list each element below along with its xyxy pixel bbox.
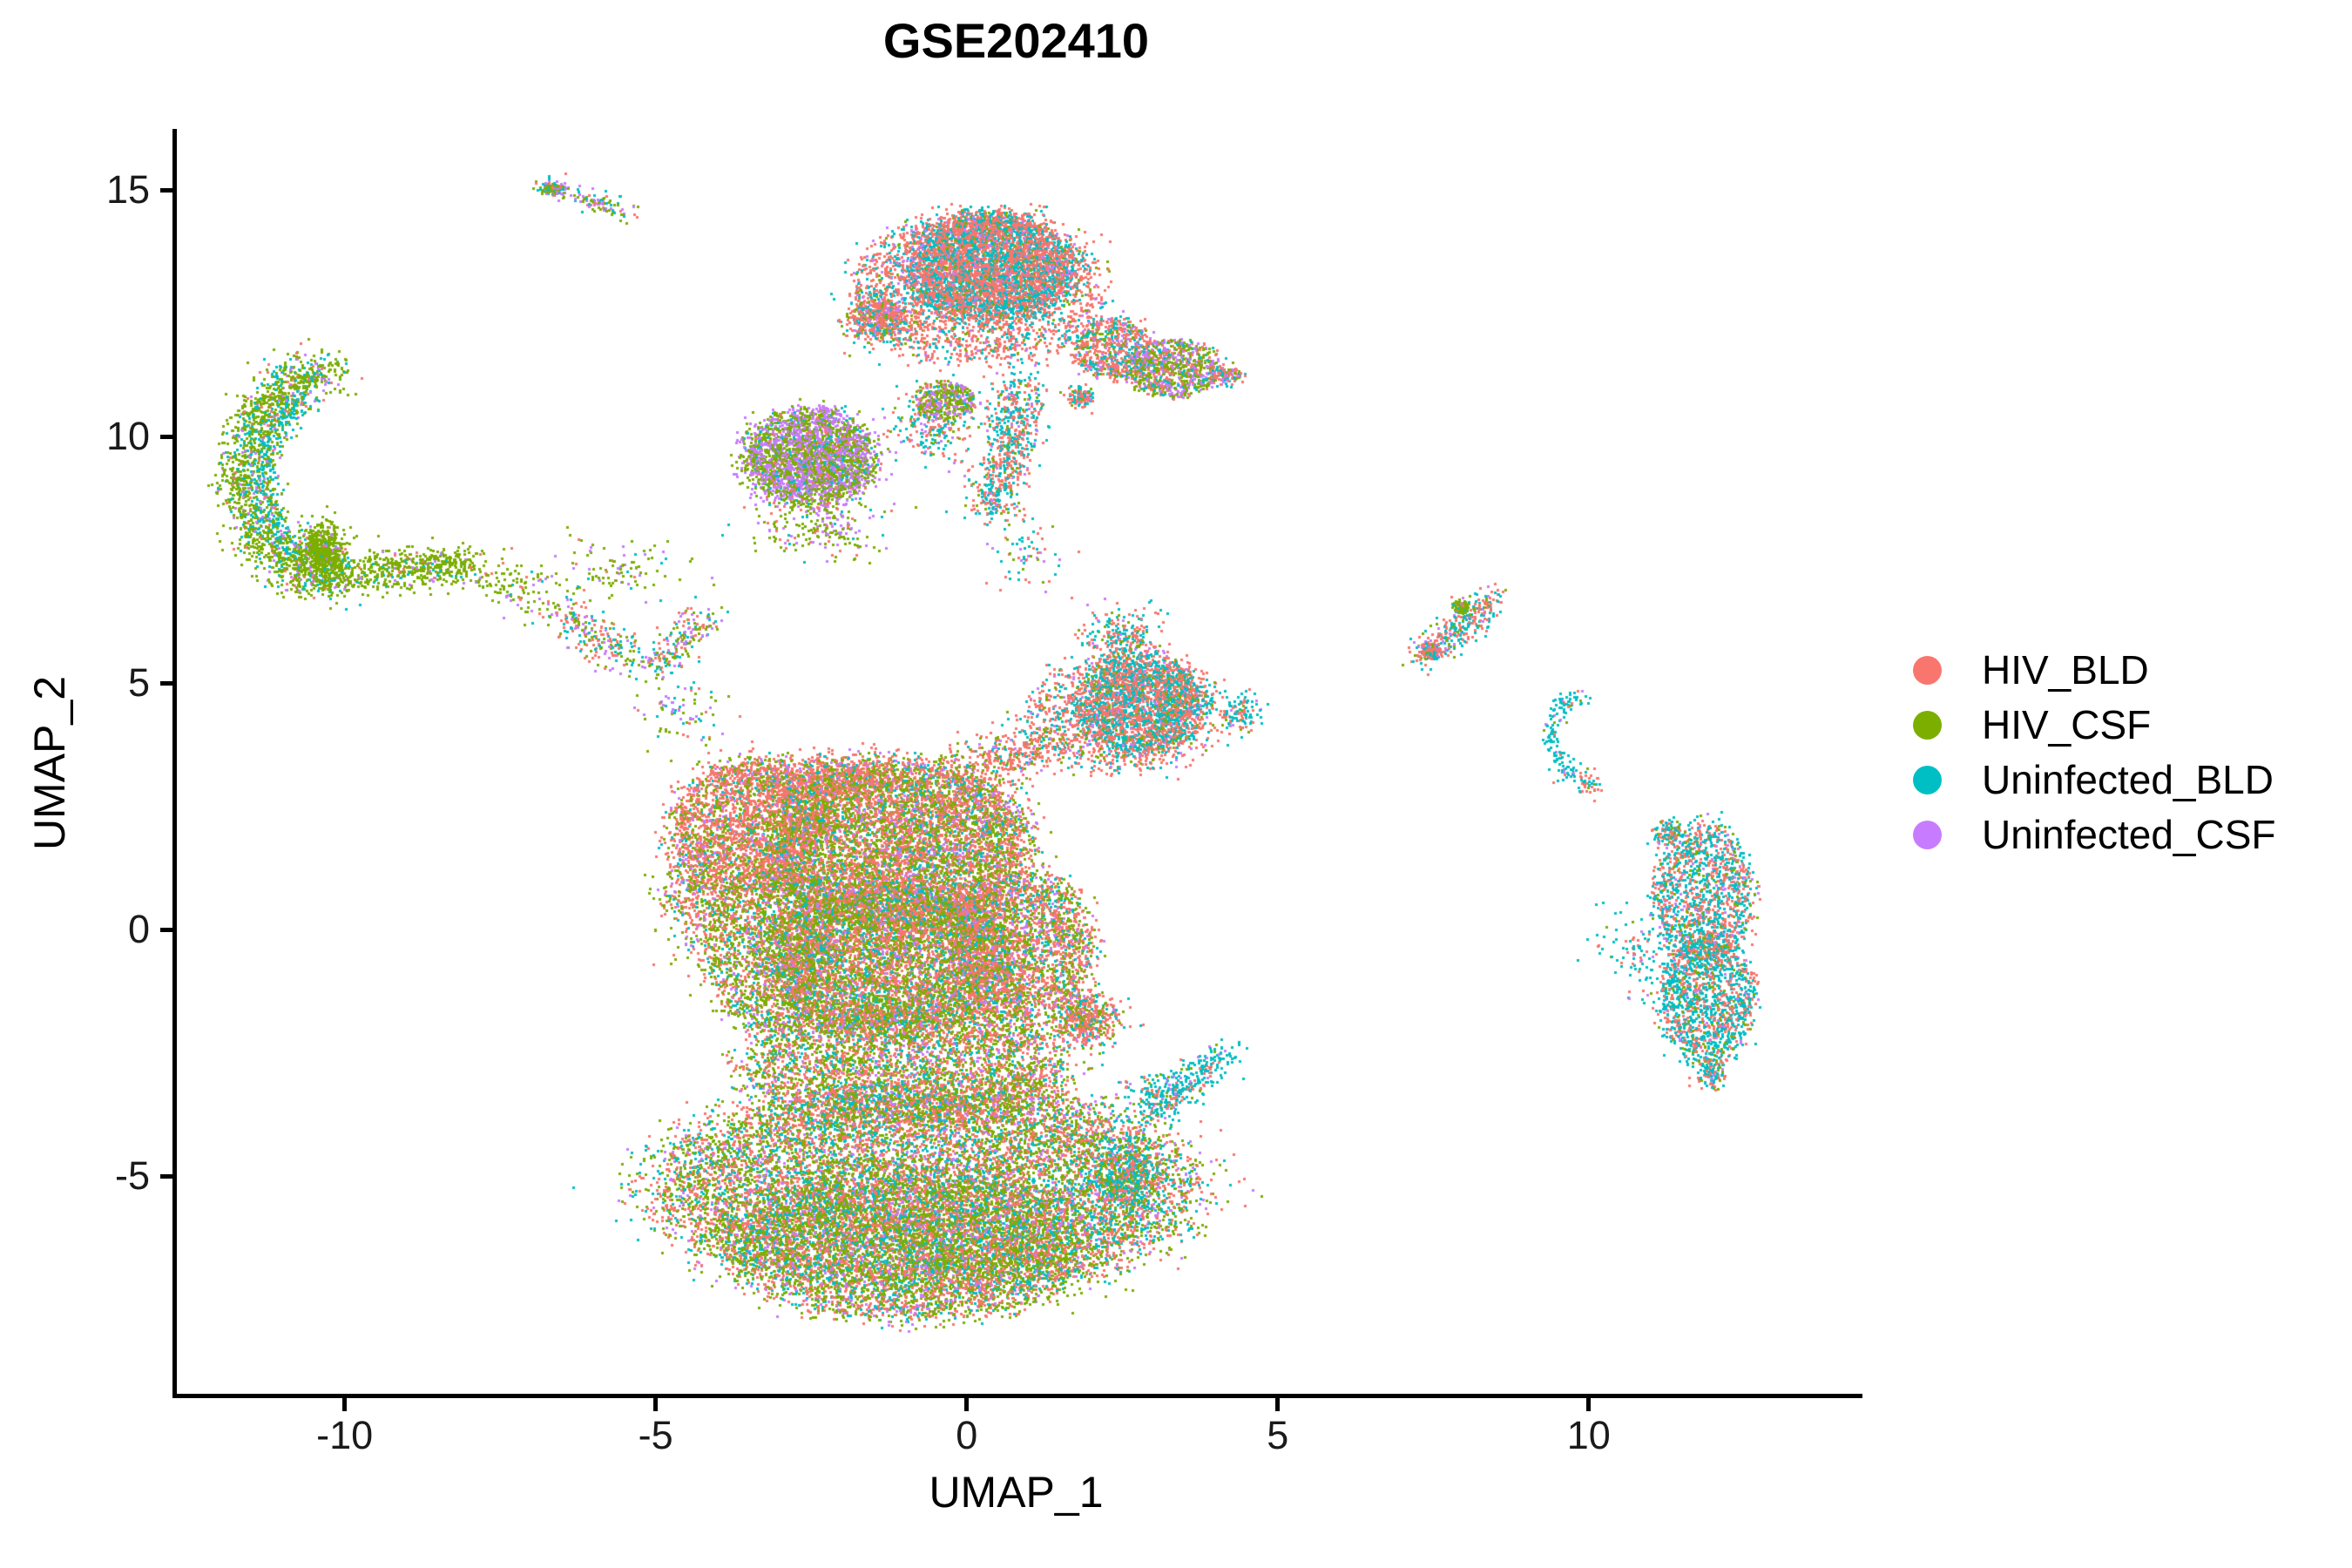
y-tick-mark — [160, 927, 173, 932]
x-tick-label: 10 — [1566, 1413, 1611, 1457]
legend-dot-icon — [1913, 820, 1942, 849]
x-axis-line — [172, 1394, 1862, 1398]
legend-dot-icon — [1913, 710, 1942, 740]
legend-label: Uninfected_CSF — [1982, 812, 2276, 857]
y-tick-mark — [160, 680, 173, 686]
y-axis-title: UMAP_2 — [25, 675, 74, 851]
legend-label: HIV_CSF — [1982, 702, 2152, 747]
x-tick-mark — [1275, 1398, 1281, 1411]
legend-item-uninfected-bld: Uninfected_BLD — [1913, 757, 2276, 802]
x-tick-mark — [342, 1398, 348, 1411]
y-tick-label: 5 — [127, 660, 150, 706]
x-tick-mark — [1586, 1398, 1592, 1411]
x-tick-mark — [964, 1398, 970, 1411]
legend-item-hiv-bld: HIV_BLD — [1913, 647, 2276, 693]
legend-item-hiv-csf: HIV_CSF — [1913, 702, 2276, 747]
legend-label: HIV_BLD — [1982, 647, 2149, 693]
legend-dot-icon — [1913, 655, 1942, 685]
y-axis-line — [172, 129, 177, 1398]
x-tick-mark — [653, 1398, 659, 1411]
y-tick-label: 0 — [127, 907, 150, 952]
legend: HIV_BLD HIV_CSF Uninfected_BLD Uninfecte… — [1913, 647, 2276, 857]
x-tick-label: 0 — [956, 1413, 978, 1457]
y-tick-label: -5 — [114, 1153, 150, 1199]
x-tick-label: -10 — [316, 1413, 374, 1457]
x-axis-title: UMAP_1 — [929, 1468, 1104, 1517]
y-tick-label: 10 — [105, 414, 150, 459]
legend-item-uninfected-csf: Uninfected_CSF — [1913, 812, 2276, 857]
y-tick-mark — [160, 434, 173, 439]
y-tick-mark — [160, 187, 173, 193]
legend-dot-icon — [1913, 765, 1942, 794]
y-tick-mark — [160, 1173, 173, 1179]
y-tick-label: 15 — [105, 167, 150, 213]
x-tick-label: 5 — [1267, 1413, 1289, 1457]
legend-label: Uninfected_BLD — [1982, 757, 2274, 802]
x-tick-label: -5 — [638, 1413, 673, 1457]
